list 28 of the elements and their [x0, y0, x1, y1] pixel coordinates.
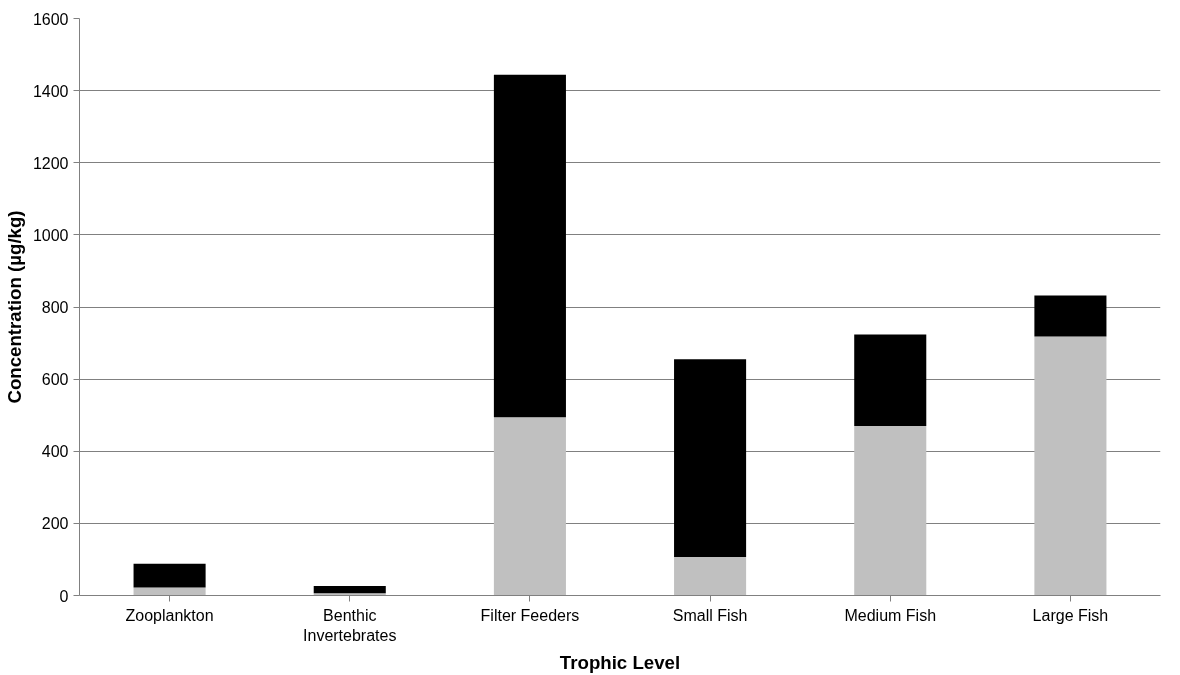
bar	[313, 593, 386, 596]
y-tick-label: 1000	[32, 226, 69, 244]
bar	[493, 417, 566, 596]
y-tick-label: 800	[41, 299, 69, 316]
y-tick-label: 1200	[32, 154, 69, 172]
y-tick-label: 1400	[32, 82, 69, 100]
bar	[674, 359, 747, 557]
y-axis-title: Concentration (µg/kg)	[3, 210, 25, 404]
x-tick-label: Filter Feeders	[480, 606, 580, 624]
bar	[493, 74, 566, 418]
y-tick-label: 0	[59, 587, 69, 605]
x-tick-label: Zooplankton	[125, 606, 214, 624]
y-tick-label: 400	[41, 443, 69, 461]
y-tick-label: 200	[41, 515, 69, 533]
bar	[674, 556, 747, 596]
bar	[133, 563, 206, 588]
y-tick-label: 1600	[32, 10, 69, 28]
x-tick-label: Benthic Invertebrates	[303, 606, 397, 644]
bar	[1034, 336, 1107, 596]
bar	[1034, 295, 1107, 337]
bar	[313, 586, 386, 594]
x-tick-label: Small Fish	[672, 606, 748, 624]
bar	[854, 334, 927, 427]
bar	[854, 426, 927, 596]
x-tick-label: Large Fish	[1032, 606, 1109, 624]
x-axis-title: Trophic Level	[559, 651, 681, 673]
y-tick-label: 600	[41, 371, 69, 389]
x-tick-label: Medium Fish	[844, 606, 937, 624]
